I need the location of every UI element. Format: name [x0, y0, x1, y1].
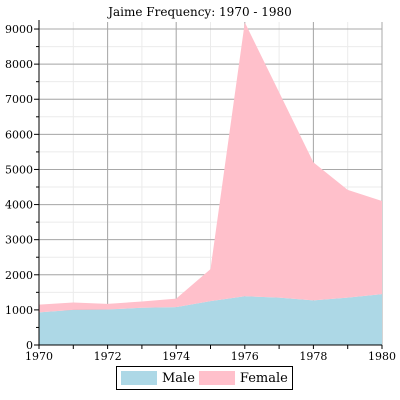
legend-label: Female	[239, 370, 288, 386]
y-tick-label: 8000	[5, 58, 33, 71]
area-female	[39, 22, 382, 313]
legend-swatch	[198, 371, 235, 385]
legend: Male Female	[116, 366, 293, 390]
y-tick-label: 7000	[5, 93, 33, 106]
y-tick-label: 9000	[5, 23, 33, 36]
legend-swatch	[121, 371, 157, 385]
x-tick-label: 1976	[231, 350, 259, 363]
axes: 0 1000 2000 3000 4000 5000 6000 7000 8000 9000 197…	[5, 20, 396, 363]
area-male	[39, 294, 382, 345]
legend-item: Male	[121, 371, 195, 386]
y-tick-label: 1000	[5, 304, 33, 317]
y-tick-label: 6000	[5, 128, 33, 141]
legend-label: Male	[162, 370, 195, 386]
x-tick-label: 1972	[94, 350, 122, 363]
y-tick-label: 0	[26, 339, 33, 352]
y-tick-label: 2000	[5, 269, 33, 282]
area-series	[39, 22, 382, 345]
y-tick-label: 5000	[5, 163, 33, 176]
y-tick-label: 4000	[5, 199, 33, 212]
x-tick-label: 1978	[299, 350, 327, 363]
x-tick-label: 1974	[162, 350, 190, 363]
x-tick-label: 1970	[25, 350, 53, 363]
legend-item: Female	[198, 370, 288, 386]
y-tick-label: 3000	[5, 234, 33, 247]
chart-title: Jaime Frequency: 1970 - 1980	[108, 5, 292, 19]
x-tick-label: 1980	[368, 350, 396, 363]
